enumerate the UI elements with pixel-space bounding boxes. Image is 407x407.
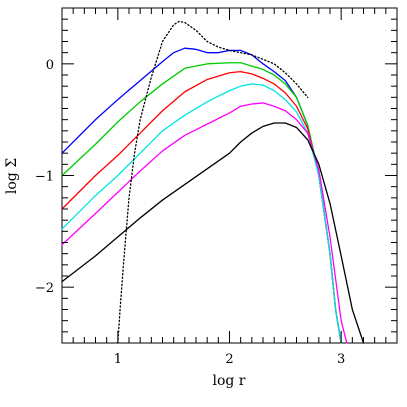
series-layer: [61, 20, 365, 344]
series-line-4: [61, 83, 342, 344]
y-tick-label: −1: [35, 170, 54, 185]
y-axis-label: log Σ: [4, 158, 20, 194]
y-tick-label: −2: [35, 281, 54, 296]
plot-area: 1 2 3 −2 −1 0: [35, 7, 398, 367]
tick-label-layer: 1 2 3 −2 −1 0: [35, 58, 345, 367]
series-line-7: [117, 20, 309, 344]
x-tick-label: 2: [225, 352, 233, 367]
y-tick-label: 0: [46, 58, 54, 73]
series-line-5: [61, 102, 348, 344]
plot-frame: [61, 7, 398, 344]
x-tick-label: 1: [114, 352, 122, 367]
tick-layer: [61, 7, 398, 344]
series-line-6: [61, 122, 365, 344]
x-tick-label: 3: [337, 352, 345, 367]
x-axis-label: log r: [212, 373, 245, 389]
series-line-1: [61, 47, 342, 344]
